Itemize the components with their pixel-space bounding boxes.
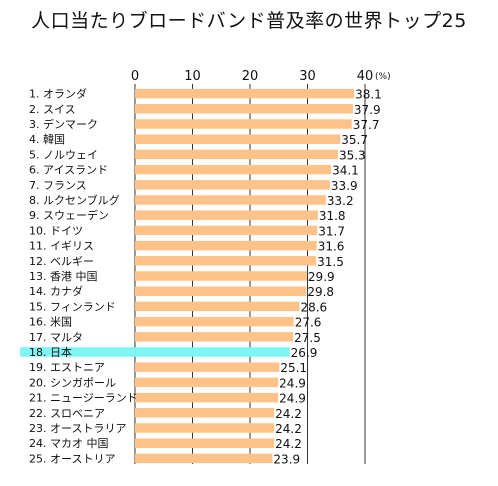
- data-label: 31.7: [318, 224, 345, 238]
- data-label: 24.2: [275, 407, 302, 421]
- category-label: 8. ルクセンブルグ: [29, 193, 120, 207]
- bar: [135, 88, 355, 99]
- category-label: 5. ノルウェイ: [29, 148, 98, 161]
- category-label: 11. イギリス: [29, 240, 94, 253]
- data-label: 23.9: [273, 452, 300, 466]
- bar: [135, 332, 294, 342]
- x-tick-label: 20: [242, 69, 259, 84]
- unit-label: (%): [375, 72, 391, 82]
- bar: [135, 119, 352, 129]
- data-label: 24.2: [275, 437, 302, 451]
- data-label: 33.2: [327, 194, 354, 208]
- x-tick-label: 10: [184, 69, 201, 84]
- bar: [135, 240, 317, 251]
- category-label: 18. 日本: [29, 345, 72, 359]
- data-label: 34.1: [332, 164, 359, 178]
- category-label: 9. スウェーデン: [29, 208, 109, 222]
- category-label: 20. シンガポール: [29, 376, 116, 389]
- bar: [135, 195, 326, 205]
- category-label: 21. ニュージーランド: [29, 392, 138, 405]
- category-label: 25. オーストリア: [29, 452, 115, 465]
- data-label: 37.9: [354, 103, 381, 117]
- bar: [135, 104, 353, 114]
- bars-layer: [20, 88, 355, 464]
- bar: [135, 256, 317, 266]
- data-label: 24.2: [275, 422, 302, 436]
- category-label: 23. オーストラリア: [29, 422, 126, 435]
- data-label: 31.5: [317, 255, 344, 269]
- bar: [135, 423, 275, 433]
- data-label: 33.9: [331, 179, 358, 193]
- category-label: 4. 韓国: [29, 133, 65, 146]
- bar: [135, 301, 300, 312]
- data-label: 24.9: [279, 392, 306, 406]
- bar: [135, 362, 280, 372]
- bar: [135, 225, 318, 236]
- data-label: 35.7: [341, 133, 368, 147]
- bar: [135, 164, 332, 175]
- data-label: 29.9: [308, 270, 335, 284]
- bar: [135, 453, 273, 464]
- data-label: 29.8: [307, 285, 334, 299]
- bar: [135, 438, 275, 448]
- category-label: 2. スイス: [29, 103, 76, 116]
- category-label: 1. オランダ: [29, 87, 87, 101]
- category-label: 13. 香港 中国: [29, 270, 98, 283]
- data-label: 25.1: [280, 361, 307, 375]
- bar: [135, 392, 279, 403]
- category-label: 16. 米国: [29, 316, 72, 329]
- bar: [135, 180, 330, 190]
- chart-title: 人口当たりブロードバンド普及率の世界トップ25: [31, 10, 467, 32]
- data-label: 24.9: [279, 376, 306, 390]
- x-tick-label: 30: [299, 69, 316, 84]
- bar: [135, 210, 318, 220]
- data-label: 31.8: [319, 209, 346, 223]
- bar: [135, 408, 275, 418]
- category-label: 24. マカオ 中国: [29, 437, 109, 450]
- data-label: 35.3: [339, 148, 366, 162]
- data-label: 27.6: [295, 316, 322, 330]
- category-label: 12. ベルギー: [29, 255, 94, 268]
- bar: [135, 316, 294, 327]
- category-label: 14. カナダ: [29, 284, 83, 298]
- data-label: 37.7: [353, 118, 380, 132]
- x-tick-label: 0: [131, 69, 139, 84]
- data-label: 27.5: [294, 331, 321, 345]
- category-label: 10. ドイツ: [29, 224, 83, 237]
- category-label: 17. マルタ: [29, 331, 83, 344]
- category-label: 3. デンマーク: [29, 117, 98, 131]
- labels-layer: 0 10 20 30 40 (%) 1. オランダ 38.1 2. スイス 37.9 3. デンマー…: [29, 69, 391, 466]
- x-tick-label: 40: [357, 69, 374, 84]
- data-label: 31.6: [318, 240, 345, 254]
- category-label: 6. アイスランド: [29, 164, 108, 177]
- bar: [135, 149, 338, 160]
- category-label: 15. フィンランド: [29, 300, 116, 313]
- bar: [135, 347, 290, 357]
- category-label: 7. フランス: [29, 179, 87, 192]
- category-label: 19. エストニア: [29, 361, 105, 374]
- bar: [135, 271, 307, 281]
- category-label: 22. スロベニア: [29, 407, 105, 420]
- data-label: 38.1: [355, 88, 382, 102]
- bar: [135, 286, 307, 296]
- data-label: 28.6: [300, 300, 327, 314]
- bar: [135, 377, 279, 388]
- highlight-band: [20, 347, 135, 357]
- data-label: 26.9: [291, 346, 318, 360]
- bar: [135, 134, 341, 144]
